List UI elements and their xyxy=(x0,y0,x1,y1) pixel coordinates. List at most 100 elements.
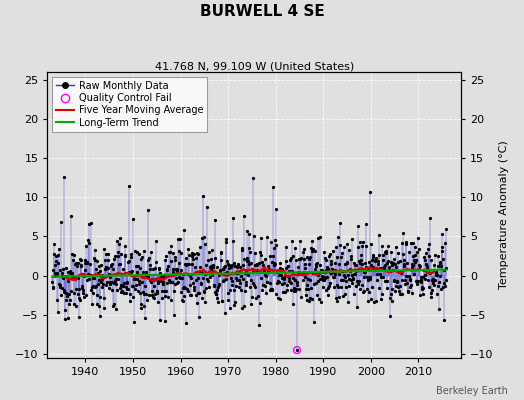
Point xyxy=(333,282,342,289)
Point xyxy=(353,278,361,284)
Point xyxy=(180,284,189,290)
Point xyxy=(378,290,386,297)
Point xyxy=(396,283,404,289)
Point xyxy=(314,272,323,279)
Point xyxy=(384,258,392,264)
Point xyxy=(346,268,354,274)
Point xyxy=(283,263,292,270)
Point xyxy=(159,279,168,285)
Point xyxy=(75,297,84,304)
Point xyxy=(111,278,119,284)
Point xyxy=(253,261,261,268)
Point xyxy=(188,253,196,259)
Point xyxy=(208,247,216,254)
Point xyxy=(75,295,84,302)
Point xyxy=(269,262,278,268)
Point xyxy=(376,265,385,271)
Point xyxy=(367,262,375,268)
Point xyxy=(136,265,144,271)
Point xyxy=(198,270,206,276)
Point xyxy=(434,283,443,289)
Point xyxy=(349,275,357,282)
Point xyxy=(70,301,79,308)
Point xyxy=(214,299,222,305)
Point xyxy=(84,237,92,243)
Point xyxy=(354,223,362,229)
Point xyxy=(353,304,362,310)
Point xyxy=(238,247,246,253)
Point xyxy=(82,291,91,298)
Point xyxy=(166,279,174,286)
Point xyxy=(129,215,138,222)
Point xyxy=(189,255,197,262)
Point xyxy=(219,278,227,285)
Point xyxy=(102,281,111,288)
Point xyxy=(100,246,108,252)
Point xyxy=(300,256,308,262)
Point xyxy=(50,251,58,257)
Point xyxy=(214,280,223,287)
Point xyxy=(370,258,379,264)
Point xyxy=(143,296,151,303)
Point xyxy=(263,279,271,286)
Point xyxy=(149,294,157,300)
Point xyxy=(212,290,221,297)
Point xyxy=(293,347,301,353)
Point xyxy=(289,253,298,260)
Point xyxy=(56,266,64,273)
Point xyxy=(168,279,176,285)
Point xyxy=(413,278,422,285)
Point xyxy=(158,288,166,294)
Point xyxy=(66,270,74,276)
Point xyxy=(74,275,82,281)
Point xyxy=(332,243,340,250)
Point xyxy=(290,288,299,294)
Point xyxy=(213,295,221,302)
Point xyxy=(63,293,71,299)
Point xyxy=(263,279,271,285)
Point xyxy=(251,262,259,268)
Point xyxy=(204,270,213,276)
Point xyxy=(292,278,301,285)
Point xyxy=(151,291,159,298)
Point xyxy=(392,263,400,270)
Point xyxy=(134,251,143,258)
Point xyxy=(313,292,321,298)
Point xyxy=(73,263,81,269)
Point xyxy=(339,293,347,300)
Point xyxy=(417,279,425,286)
Point xyxy=(79,270,88,277)
Point xyxy=(345,247,353,253)
Point xyxy=(134,288,142,294)
Point xyxy=(308,248,316,254)
Point xyxy=(75,286,83,292)
Point xyxy=(146,262,155,268)
Point xyxy=(272,269,281,275)
Point xyxy=(369,252,378,258)
Point xyxy=(71,286,80,292)
Point xyxy=(64,278,73,284)
Point xyxy=(391,288,399,294)
Point xyxy=(407,240,415,246)
Point xyxy=(221,263,230,269)
Point xyxy=(440,280,449,286)
Point xyxy=(110,256,118,262)
Point xyxy=(271,261,279,268)
Point xyxy=(441,240,449,246)
Point xyxy=(394,259,402,265)
Point xyxy=(380,278,389,284)
Point xyxy=(359,268,368,275)
Point xyxy=(404,288,412,294)
Point xyxy=(180,227,188,234)
Point xyxy=(154,299,162,305)
Point xyxy=(437,263,445,269)
Point xyxy=(335,242,344,248)
Point xyxy=(69,252,78,258)
Point xyxy=(87,271,95,278)
Point xyxy=(90,257,99,264)
Point xyxy=(58,284,66,291)
Point xyxy=(54,309,63,316)
Point xyxy=(64,301,73,308)
Point xyxy=(400,277,409,283)
Point xyxy=(272,242,280,248)
